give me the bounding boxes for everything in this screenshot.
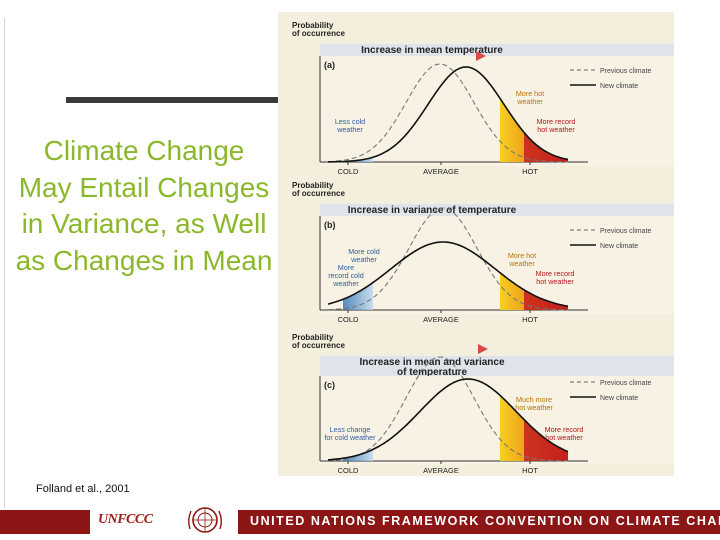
citation: Folland et al., 2001 — [36, 483, 130, 495]
footer-left-bar — [0, 510, 90, 534]
record-hot-fill — [524, 289, 568, 310]
un-emblem-icon — [188, 507, 222, 533]
cold-annotation: for cold weather — [324, 433, 376, 442]
new-climate-curve — [327, 241, 569, 307]
hot-annotation: weather — [516, 97, 543, 106]
x-tick-label: AVERAGE — [423, 466, 459, 475]
panel-heading: Increase in mean temperature — [361, 45, 503, 56]
record-hot-annotation: More record — [537, 117, 576, 126]
cold-annotation: weather — [336, 125, 363, 134]
shift-arrow-head — [478, 344, 488, 354]
legend-new: New climate — [600, 243, 638, 250]
left-border — [4, 18, 5, 508]
climate-figure: Probability of occurrence Increase in mean… — [278, 12, 674, 476]
panel-heading-band — [320, 356, 674, 376]
previous-climate-curve — [327, 207, 568, 311]
cold-annotation: Less change — [330, 425, 371, 434]
slide-title: Climate Change May Entail Changes in Var… — [15, 135, 273, 276]
x-tick-label: HOT — [522, 315, 538, 324]
plot-region — [320, 56, 674, 166]
new-climate-curve — [327, 378, 569, 461]
x-tick-label: HOT — [522, 167, 538, 176]
record-hot-annotation: More record — [545, 425, 584, 434]
panel-heading: Increase in mean and variance — [359, 357, 505, 368]
panel-heading-band — [320, 44, 674, 56]
cold-annotation: More cold — [348, 247, 380, 256]
new-climate-curve — [327, 66, 569, 163]
previous-climate-curve — [327, 63, 568, 163]
x-tick-label: COLD — [338, 466, 359, 475]
x-tick-label: AVERAGE — [423, 167, 459, 176]
hot-tail-fill — [500, 98, 568, 162]
panel-letter: (b) — [324, 220, 336, 230]
cold-tail-fill — [343, 157, 373, 162]
previous-climate-curve — [327, 356, 568, 462]
record-hot-fill — [524, 132, 568, 162]
hot-annotation: hot weather — [515, 403, 553, 412]
record-hot-annotation: hot weather — [537, 125, 575, 134]
title-rule — [66, 97, 278, 103]
y-axis-label: Probability — [292, 181, 334, 190]
record-hot-annotation: More record — [536, 269, 575, 278]
record-hot-fill — [524, 419, 568, 461]
panel-heading: of temperature — [397, 367, 467, 378]
panel-letter: (a) — [324, 60, 335, 70]
legend-previous: Previous climate — [600, 380, 651, 387]
legend-new: New climate — [600, 83, 638, 90]
x-tick-label: HOT — [522, 466, 538, 475]
cold-tail-fill — [343, 282, 373, 310]
legend-previous: Previous climate — [600, 228, 651, 235]
hot-annotation: Much more — [516, 395, 552, 404]
y-axis-label: of occurrence — [292, 189, 345, 198]
panel-heading: Increase in variance of temperature — [348, 205, 517, 216]
x-tick-label: AVERAGE — [423, 315, 459, 324]
footer-banner: UNITED NATIONS FRAMEWORK CONVENTION ON C… — [238, 510, 720, 534]
plot-region — [320, 376, 674, 465]
y-axis-label: Probability — [292, 21, 334, 30]
y-axis-label: Probability — [292, 333, 334, 342]
record-cold-annotation: More — [338, 263, 354, 272]
y-axis-label: of occurrence — [292, 29, 345, 38]
record-cold-annotation: record cold — [328, 271, 364, 280]
hot-annotation: More hot — [516, 89, 544, 98]
shift-arrow-head — [476, 51, 486, 61]
hot-annotation: weather — [508, 259, 535, 268]
x-tick-label: COLD — [338, 167, 359, 176]
cold-annotation: Less cold — [335, 117, 365, 126]
unfccc-logo: UNFCCC — [98, 512, 153, 527]
panel-heading-band — [320, 204, 674, 216]
legend-new: New climate — [600, 395, 638, 402]
panel-letter: (c) — [324, 380, 335, 390]
legend-previous: Previous climate — [600, 68, 651, 75]
x-tick-label: COLD — [338, 315, 359, 324]
hot-annotation: More hot — [508, 251, 536, 260]
y-axis-label: of occurrence — [292, 341, 345, 350]
footer-banner-text: UNITED NATIONS FRAMEWORK CONVENTION ON C… — [250, 514, 720, 528]
cold-annotation: weather — [350, 255, 377, 264]
record-hot-annotation: hot weather — [536, 277, 574, 286]
record-hot-annotation: hot weather — [545, 433, 583, 442]
record-cold-annotation: weather — [332, 279, 359, 288]
plot-region — [320, 216, 674, 314]
